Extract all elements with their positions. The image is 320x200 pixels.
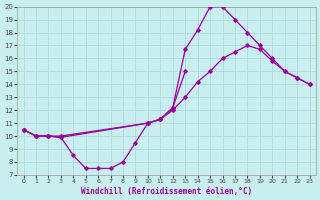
X-axis label: Windchill (Refroidissement éolien,°C): Windchill (Refroidissement éolien,°C) [81, 187, 252, 196]
